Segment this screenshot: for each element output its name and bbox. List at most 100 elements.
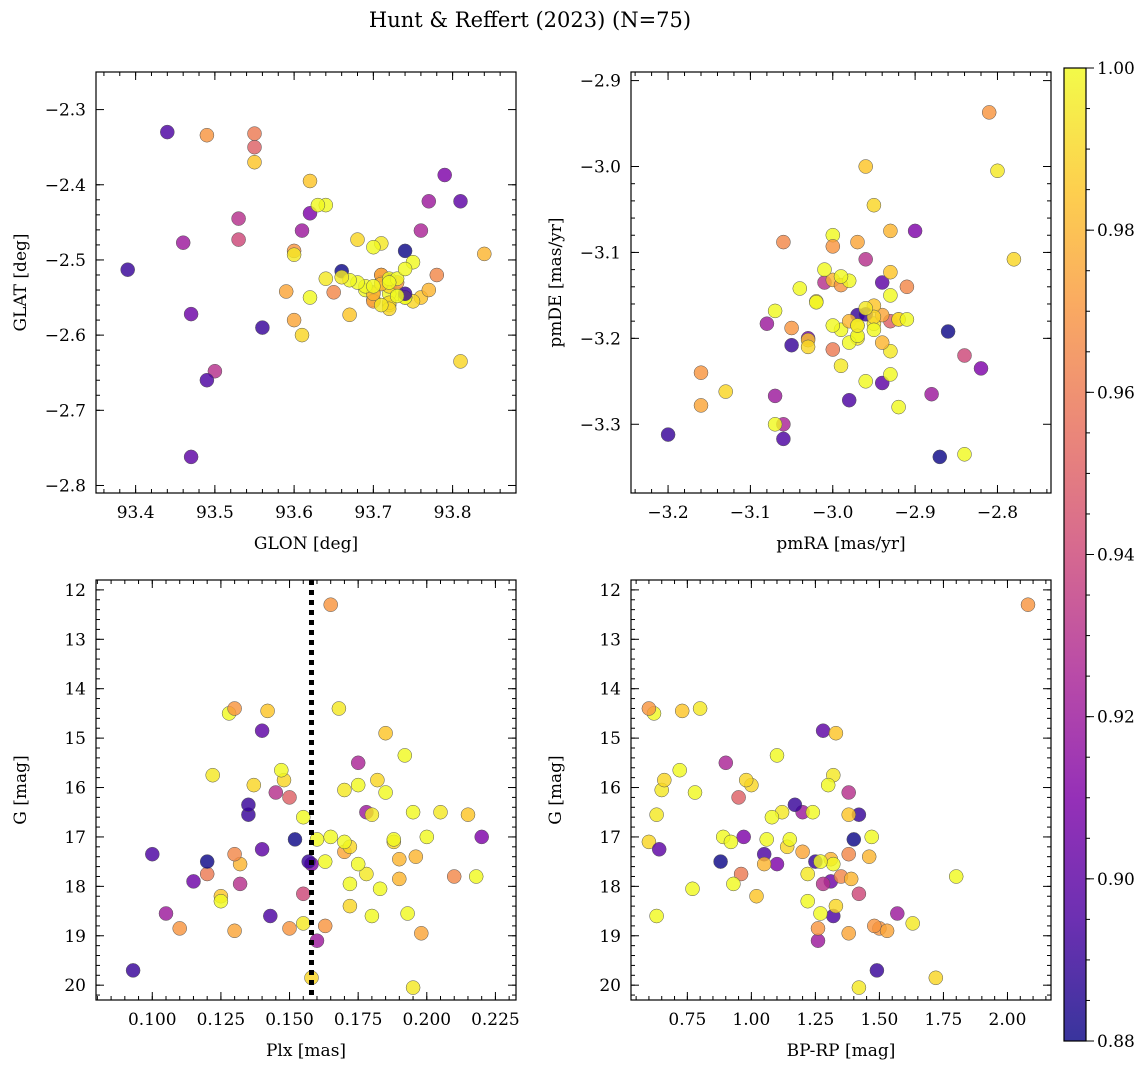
scatter-point bbox=[866, 197, 882, 213]
scatter-point bbox=[817, 262, 832, 277]
scatter-point bbox=[302, 173, 318, 189]
scatter-point bbox=[874, 335, 890, 350]
scatter-point bbox=[350, 755, 366, 771]
scatter-point bbox=[232, 876, 248, 892]
colorbar-tick-label: 0.92 bbox=[1097, 708, 1135, 728]
scatter-point bbox=[433, 804, 448, 820]
scatter-point bbox=[948, 869, 964, 884]
scatter-point bbox=[866, 322, 882, 338]
x-tick-label: 0.125 bbox=[197, 1010, 246, 1030]
scatter-point bbox=[213, 893, 229, 909]
scatter-point bbox=[337, 834, 352, 850]
y-tick-label: 20 bbox=[599, 976, 621, 996]
figure-title: Hunt & Reffert (2023) (N=75) bbox=[369, 8, 691, 32]
scatter-point bbox=[364, 807, 380, 822]
scatter-point bbox=[199, 127, 215, 143]
scatter-point bbox=[843, 871, 859, 887]
scatter-point bbox=[858, 159, 873, 174]
scatter-point bbox=[1006, 252, 1022, 267]
scatter-point bbox=[274, 762, 289, 778]
scatter-point bbox=[364, 908, 380, 924]
scatter-point bbox=[350, 856, 366, 872]
scatter-point bbox=[756, 856, 772, 872]
scatter-point bbox=[825, 318, 841, 333]
colorbar-tick-label: 0.98 bbox=[1097, 221, 1135, 241]
scatter-point bbox=[851, 980, 867, 995]
scatter-point bbox=[769, 748, 785, 763]
scatter-point bbox=[286, 247, 302, 262]
scatter-point bbox=[940, 324, 956, 339]
scatter-point bbox=[366, 279, 381, 294]
scatter-point bbox=[846, 832, 862, 847]
scatter-point bbox=[400, 906, 415, 921]
panel-frame bbox=[630, 71, 1052, 494]
scatter-point bbox=[231, 211, 246, 226]
scatter-point bbox=[825, 239, 841, 254]
x-tick-label: 1.00 bbox=[732, 1010, 770, 1030]
scatter-point bbox=[158, 906, 174, 921]
scatter-point bbox=[809, 295, 824, 310]
scatter-point bbox=[247, 126, 262, 141]
scatter-point bbox=[841, 807, 856, 822]
x-tick-label: −3.0 bbox=[812, 503, 853, 523]
x-axis-label: Plx [mas] bbox=[266, 1041, 346, 1061]
panel-frame bbox=[630, 579, 1052, 1001]
y-tick-label: 17 bbox=[64, 828, 86, 848]
scatter-point bbox=[278, 284, 294, 299]
scatter-point bbox=[374, 297, 389, 313]
scatter-point bbox=[227, 701, 242, 716]
x-tick-label: 93.5 bbox=[196, 503, 234, 523]
scatter-point bbox=[263, 908, 278, 924]
scatter-point bbox=[858, 252, 873, 267]
scatter-point bbox=[342, 307, 357, 323]
scatter-point bbox=[685, 881, 700, 897]
scatter-point bbox=[932, 449, 948, 465]
scatter-point bbox=[899, 279, 915, 295]
scatter-point bbox=[764, 809, 780, 825]
scatter-point bbox=[907, 223, 923, 239]
scatter-point bbox=[851, 886, 867, 902]
scatter-point bbox=[674, 703, 690, 719]
scatter-point bbox=[858, 374, 873, 389]
y-tick-label: 19 bbox=[64, 927, 86, 947]
x-tick-label: −3.1 bbox=[730, 503, 771, 523]
scatter-point bbox=[928, 970, 944, 986]
scatter-point bbox=[957, 447, 972, 462]
scatter-point bbox=[687, 785, 703, 800]
scatter-point bbox=[183, 306, 199, 322]
scatter-point bbox=[825, 342, 841, 357]
colorbar-tick-label: 0.96 bbox=[1097, 383, 1135, 403]
data-points bbox=[120, 124, 492, 465]
y-tick-label: −2.7 bbox=[45, 401, 86, 421]
scatter-point bbox=[776, 431, 791, 447]
panel-cmd: 0.75 1.00 1.25 1.50 1.75 2.00 12 13 14 15 16 17 18 19… bbox=[546, 579, 1052, 1061]
x-tick-label: 93.4 bbox=[117, 503, 155, 523]
scatter-point bbox=[828, 725, 844, 741]
scatter-point bbox=[767, 417, 783, 432]
scatter-point bbox=[879, 923, 895, 939]
scatter-point bbox=[981, 105, 997, 120]
scatter-point bbox=[421, 194, 437, 209]
y-tick-label: −3.2 bbox=[580, 329, 621, 349]
x-tick-label: 93.6 bbox=[275, 503, 313, 523]
scatter-point bbox=[813, 854, 828, 869]
scatter-point bbox=[397, 243, 413, 259]
scatter-point bbox=[957, 348, 972, 363]
scatter-point bbox=[810, 933, 826, 948]
scatter-point bbox=[660, 427, 676, 442]
scatter-point bbox=[899, 312, 915, 327]
scatter-point bbox=[718, 755, 734, 771]
scatter-point bbox=[296, 886, 311, 902]
scatter-point bbox=[820, 777, 836, 793]
scatter-point bbox=[317, 854, 333, 869]
scatter-point bbox=[175, 235, 191, 250]
x-axis-label: pmRA [mas/yr] bbox=[776, 534, 905, 554]
scatter-point bbox=[468, 869, 484, 884]
scatter-point bbox=[227, 923, 242, 939]
panel-frame bbox=[95, 579, 517, 1001]
scatter-point bbox=[841, 926, 856, 941]
scatter-point bbox=[408, 849, 424, 864]
y-tick-label: −2.6 bbox=[45, 326, 86, 346]
scatter-point bbox=[767, 388, 783, 404]
y-tick-label: −2.4 bbox=[45, 176, 86, 196]
